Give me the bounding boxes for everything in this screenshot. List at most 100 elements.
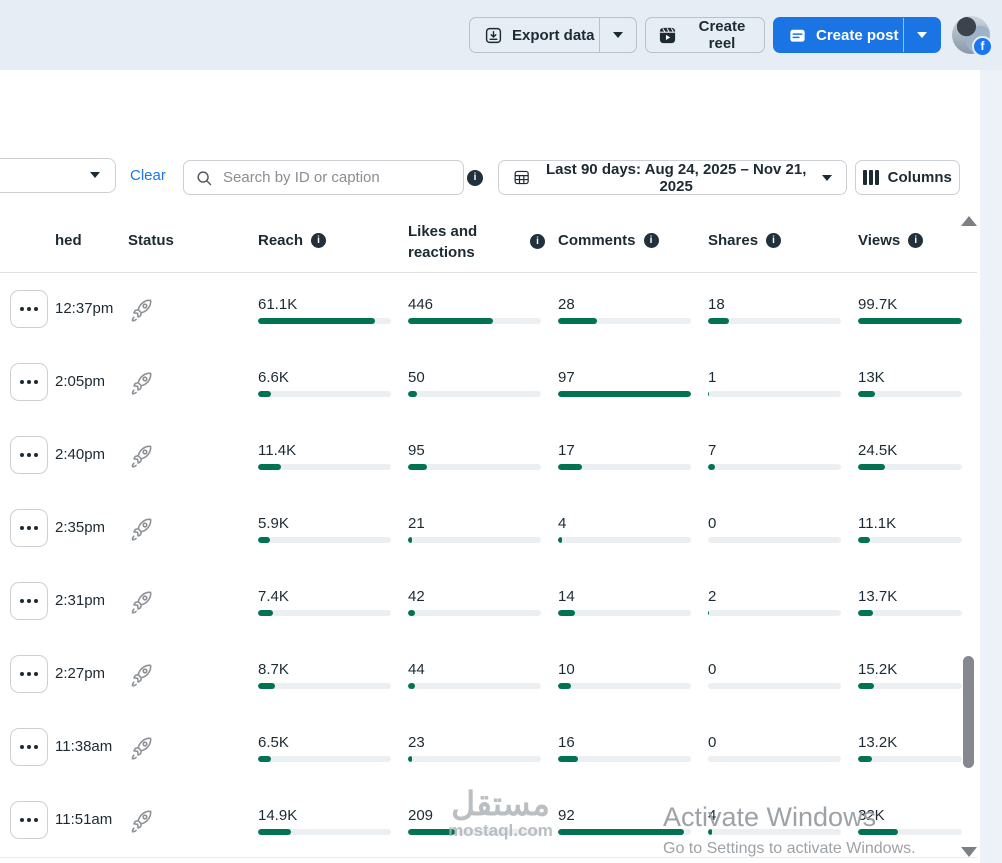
scrollbar-down-icon[interactable] — [961, 847, 977, 857]
comments-value: 97 — [558, 369, 575, 386]
avatar[interactable]: f — [952, 16, 993, 57]
columns-button[interactable]: Columns — [855, 160, 960, 195]
row-more-options-button[interactable] — [10, 363, 48, 401]
create-reel-label: Create reel — [698, 18, 746, 52]
reach-cell: 8.7K — [258, 638, 391, 711]
likes-info-icon[interactable]: i — [530, 234, 545, 249]
search-input[interactable] — [221, 168, 463, 187]
comments-value: 10 — [558, 661, 575, 678]
date-range-label: Last 90 days: Aug 24, 2025 – Nov 21, 202… — [545, 160, 807, 195]
shares-value: 1 — [708, 369, 717, 386]
likes-value: 42 — [408, 588, 425, 605]
search-box — [183, 160, 464, 195]
shares-value: 7 — [708, 442, 717, 459]
likes-cell: 44 — [408, 638, 541, 711]
comments-cell: 10 — [558, 638, 691, 711]
reach-cell: 7.4K — [258, 565, 391, 638]
likes-cell: 42 — [408, 565, 541, 638]
reach-bar — [258, 537, 391, 543]
row-more-options-button[interactable] — [10, 582, 48, 620]
likes-value: 50 — [408, 369, 425, 386]
published-time: 11:51am — [55, 811, 113, 828]
views-bar — [858, 318, 962, 324]
reach-cell: 6.6K — [258, 346, 391, 419]
comments-info-icon[interactable]: i — [643, 233, 659, 248]
column-header-views: Views i — [858, 232, 924, 249]
published-time: 12:37pm — [55, 300, 114, 317]
row-more-options-button[interactable] — [10, 801, 48, 839]
shares-info-icon[interactable]: i — [766, 233, 782, 248]
clear-filters-link[interactable]: Clear — [130, 167, 166, 184]
boost-rocket-icon — [128, 661, 155, 688]
likes-cell: 21 — [408, 492, 541, 565]
export-data-button[interactable]: Export data — [470, 18, 599, 52]
comments-cell: 17 — [558, 419, 691, 492]
row-more-options-button[interactable] — [10, 728, 48, 766]
scrollbar-thumb[interactable] — [963, 656, 974, 768]
page-background-strip — [980, 70, 1002, 863]
row-more-options-button[interactable] — [10, 509, 48, 547]
boost-rocket-icon — [128, 807, 155, 834]
row-more-options-button[interactable] — [10, 290, 48, 328]
comments-bar — [558, 683, 691, 689]
reach-value: 61.1K — [258, 296, 298, 313]
views-value: 11.1K — [858, 515, 897, 532]
date-range-button[interactable]: Last 90 days: Aug 24, 2025 – Nov 21, 202… — [498, 160, 847, 195]
comments-bar — [558, 610, 691, 616]
shares-bar — [708, 610, 841, 616]
views-bar — [858, 829, 962, 835]
reach-value: 11.4K — [258, 442, 297, 459]
shares-bar — [708, 683, 841, 689]
create-post-button[interactable]: Create post — [774, 18, 903, 52]
reel-icon — [659, 27, 676, 43]
table-row: 2:35pm 5.9K 21 4 0 11.1K — [0, 492, 977, 566]
reach-info-icon[interactable]: i — [311, 233, 327, 248]
views-info-icon[interactable]: i — [908, 233, 924, 248]
views-bar — [858, 464, 962, 470]
likes-bar — [408, 756, 541, 762]
create-post-dropdown-button[interactable] — [904, 18, 940, 52]
column-header-reach: Reach i — [258, 232, 327, 249]
shares-bar — [708, 464, 841, 470]
shares-value: 18 — [708, 296, 725, 313]
views-cell: 13.2K — [858, 711, 962, 784]
likes-bar — [408, 318, 541, 324]
shares-cell: 1 — [708, 346, 841, 419]
views-value: 32K — [858, 807, 885, 824]
divider — [903, 18, 904, 52]
likes-cell: 50 — [408, 346, 541, 419]
row-more-options-button[interactable] — [10, 655, 48, 693]
column-header-comments: Comments i — [558, 232, 659, 249]
views-value: 13K — [858, 369, 885, 386]
likes-value: 23 — [408, 734, 425, 751]
boost-rocket-icon — [128, 442, 155, 469]
reach-bar — [258, 829, 391, 835]
scrollbar-up-icon[interactable] — [961, 216, 977, 226]
views-cell: 11.1K — [858, 492, 962, 565]
comments-bar — [558, 318, 691, 324]
column-header-status: Status — [128, 232, 174, 249]
boost-rocket-icon — [128, 369, 155, 396]
export-icon — [485, 27, 502, 43]
views-bar — [858, 391, 962, 397]
filter-dropdown[interactable] — [0, 158, 116, 193]
create-reel-button[interactable]: Create reel — [645, 17, 765, 53]
search-info-icon[interactable]: i — [467, 170, 483, 186]
reach-bar — [258, 610, 391, 616]
boost-rocket-icon — [128, 734, 155, 761]
views-value: 24.5K — [858, 442, 898, 459]
views-bar — [858, 537, 962, 543]
shares-cell: 0 — [708, 492, 841, 565]
columns-icon — [863, 170, 879, 185]
views-cell: 13K — [858, 346, 962, 419]
shares-cell: 4 — [708, 784, 841, 857]
reach-cell: 11.4K — [258, 419, 391, 492]
views-value: 99.7K — [858, 296, 898, 313]
comments-value: 4 — [558, 515, 567, 532]
export-data-dropdown-button[interactable] — [600, 18, 636, 52]
table-row: 11:38am 6.5K 23 16 0 13.2K — [0, 711, 977, 785]
topbar: Export data Create reel Create — [0, 0, 1002, 70]
row-more-options-button[interactable] — [10, 436, 48, 474]
likes-cell: 95 — [408, 419, 541, 492]
